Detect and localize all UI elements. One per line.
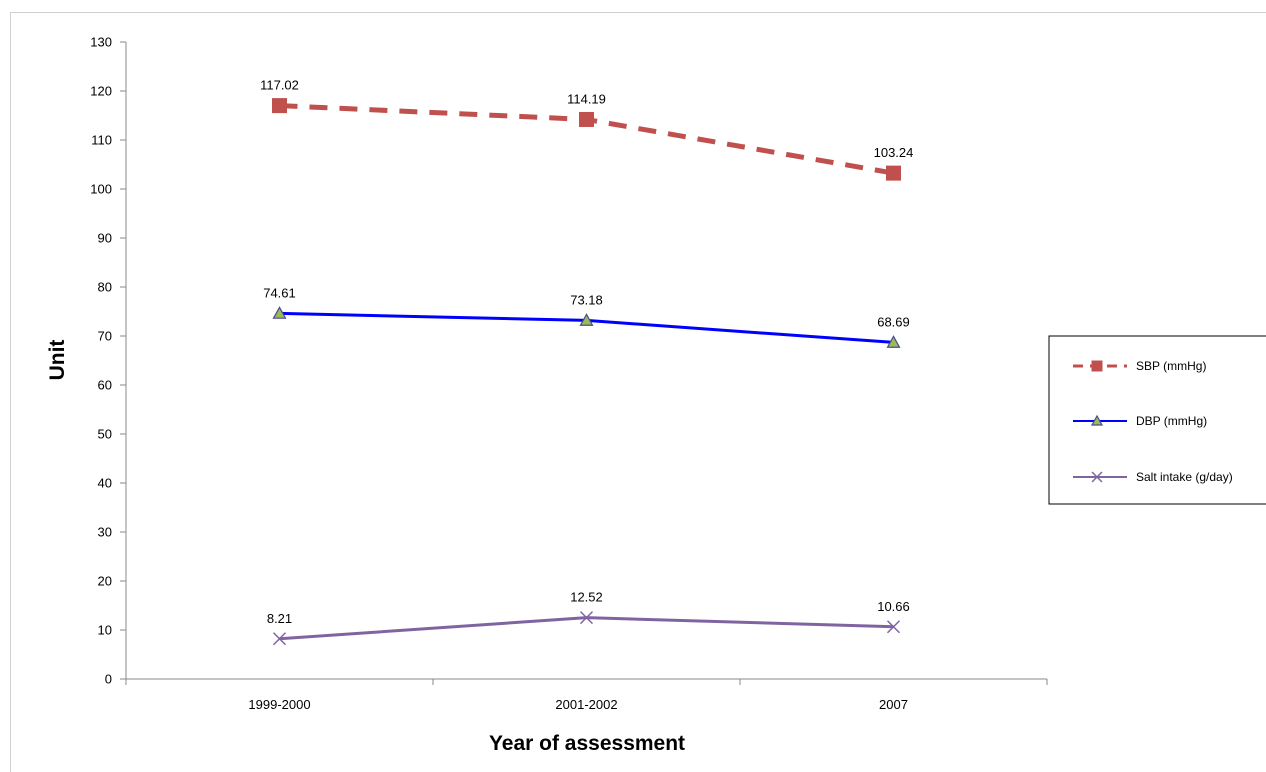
data-point — [886, 335, 901, 348]
data-point — [579, 313, 594, 326]
y-tick-label: 30 — [98, 525, 112, 540]
legend-label: Salt intake (g/day) — [1136, 470, 1233, 484]
data-label: 12.52 — [570, 590, 603, 605]
x-ticks: 1999-2000 2001-2002 2007 — [125, 679, 1048, 712]
y-tick-label: 10 — [98, 623, 112, 638]
data-point — [579, 611, 594, 625]
y-tick-label: 20 — [98, 574, 112, 589]
y-tick-label: 100 — [90, 182, 112, 197]
data-point — [272, 306, 287, 319]
data-point — [1091, 471, 1103, 483]
series-line — [279, 616, 894, 641]
y-tick-label: 40 — [98, 476, 112, 491]
chart-frame — [10, 12, 1266, 772]
y-axis-title: Unit — [46, 340, 69, 381]
y-tick-label: 130 — [90, 35, 112, 50]
y-tick-label: 80 — [98, 280, 112, 295]
data-label: 73.18 — [570, 292, 603, 307]
data-label: 117.02 — [260, 78, 299, 93]
data-label: 103.24 — [874, 145, 914, 160]
x-tick-label: 2001-2002 — [555, 697, 617, 712]
data-point — [272, 98, 287, 114]
x-axis-title: Year of assessment — [489, 732, 685, 755]
data-label: 10.66 — [877, 599, 910, 614]
data-point — [886, 620, 901, 634]
data-point — [886, 165, 901, 181]
data-label: 8.21 — [267, 611, 292, 626]
legend-label: SBP (mmHg) — [1136, 359, 1206, 373]
data-labels: 117.02 114.19 103.24 74.61 73.18 68.69 8.21 12.… — [260, 78, 913, 626]
legend-label: DBP (mmHg) — [1136, 414, 1207, 428]
data-label: 74.61 — [263, 285, 296, 300]
data-label: 114.19 — [567, 91, 606, 106]
y-tick-label: 110 — [91, 133, 112, 148]
y-tick-label: 60 — [98, 378, 112, 393]
axes — [125, 42, 1047, 680]
y-tick-label: 90 — [98, 231, 112, 246]
y-tick-label: 50 — [98, 427, 112, 442]
y-tick-label: 0 — [105, 672, 112, 687]
y-tick-label: 70 — [98, 329, 112, 344]
y-ticks: 0 10 20 30 40 50 60 70 80 90 100 110 120 130 — [90, 35, 126, 687]
data-point — [1091, 360, 1103, 372]
data-point — [579, 111, 594, 127]
x-tick-label: 2007 — [879, 697, 908, 712]
legend: SBP (mmHg) DBP (mmHg) Salt intake (g/day) — [1048, 335, 1266, 505]
data-label: 68.69 — [877, 314, 910, 329]
data-point — [1090, 414, 1104, 426]
y-tick-label: 120 — [90, 84, 112, 99]
series-layer — [272, 98, 901, 646]
x-tick-label: 1999-2000 — [248, 697, 310, 712]
data-point — [272, 632, 287, 646]
